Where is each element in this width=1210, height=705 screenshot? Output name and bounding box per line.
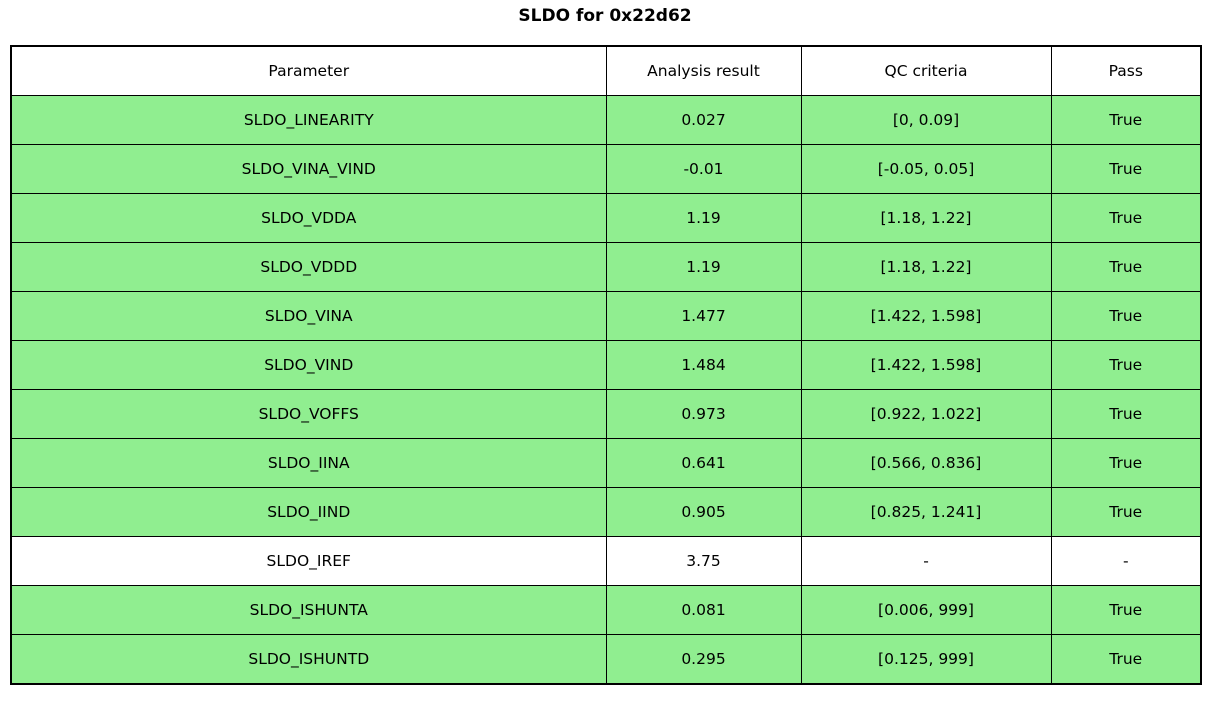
cell-parameter: SLDO_VINA	[10, 291, 607, 341]
cell-criteria: [0.922, 1.022]	[800, 389, 1052, 439]
cell-pass-status: True	[1050, 95, 1202, 145]
cell-pass-status: -	[1050, 536, 1202, 586]
cell-criteria: [0.006, 999]	[800, 585, 1052, 635]
cell-result: 0.295	[605, 634, 802, 685]
page-title: SLDO for 0x22d62	[518, 6, 692, 26]
column-header-analysis-result: Analysis result	[605, 45, 802, 96]
cell-parameter: SLDO_IIND	[10, 487, 607, 537]
cell-pass-status: True	[1050, 438, 1202, 488]
table-row: SLDO_LINEARITY 0.027 [0, 0.09] True	[10, 95, 1202, 145]
cell-pass-status: True	[1050, 487, 1202, 537]
table-row: SLDO_IINA 0.641 [0.566, 0.836] True	[10, 438, 1202, 488]
cell-pass-status: True	[1050, 291, 1202, 341]
table-row: SLDO_IIND 0.905 [0.825, 1.241] True	[10, 487, 1202, 537]
cell-result: 0.905	[605, 487, 802, 537]
cell-parameter: SLDO_IINA	[10, 438, 607, 488]
cell-criteria: [1.18, 1.22]	[800, 193, 1052, 243]
cell-parameter: SLDO_ISHUNTD	[10, 634, 607, 685]
table-row: SLDO_ISHUNTA 0.081 [0.006, 999] True	[10, 585, 1202, 635]
cell-result: 3.75	[605, 536, 802, 586]
cell-pass-status: True	[1050, 144, 1202, 194]
column-header-qc-criteria: QC criteria	[800, 45, 1052, 96]
table-row: SLDO_VINA_VIND -0.01 [-0.05, 0.05] True	[10, 144, 1202, 194]
table-row: SLDO_VDDA 1.19 [1.18, 1.22] True	[10, 193, 1202, 243]
cell-parameter: SLDO_VDDA	[10, 193, 607, 243]
cell-parameter: SLDO_VOFFS	[10, 389, 607, 439]
cell-parameter: SLDO_VIND	[10, 340, 607, 390]
cell-result: 1.19	[605, 193, 802, 243]
cell-pass-status: True	[1050, 340, 1202, 390]
cell-parameter: SLDO_ISHUNTA	[10, 585, 607, 635]
cell-parameter: SLDO_VINA_VIND	[10, 144, 607, 194]
table-row: SLDO_VINA 1.477 [1.422, 1.598] True	[10, 291, 1202, 341]
table-row: SLDO_VDDD 1.19 [1.18, 1.22] True	[10, 242, 1202, 292]
cell-pass-status: True	[1050, 242, 1202, 292]
cell-parameter: SLDO_LINEARITY	[10, 95, 607, 145]
table-row: SLDO_ISHUNTD 0.295 [0.125, 999] True	[10, 634, 1202, 685]
table-header-row: Parameter Analysis result QC criteria Pa…	[10, 45, 1202, 96]
cell-pass-status: True	[1050, 634, 1202, 685]
table-row: SLDO_IREF 3.75 - -	[10, 536, 1202, 586]
cell-result: 1.19	[605, 242, 802, 292]
cell-result: 1.484	[605, 340, 802, 390]
cell-criteria: [1.422, 1.598]	[800, 291, 1052, 341]
cell-result: 0.641	[605, 438, 802, 488]
cell-criteria: [1.422, 1.598]	[800, 340, 1052, 390]
cell-result: -0.01	[605, 144, 802, 194]
cell-parameter: SLDO_IREF	[10, 536, 607, 586]
table-row: SLDO_VIND 1.484 [1.422, 1.598] True	[10, 340, 1202, 390]
cell-result: 0.027	[605, 95, 802, 145]
cell-criteria: -	[800, 536, 1052, 586]
cell-criteria: [-0.05, 0.05]	[800, 144, 1052, 194]
cell-pass-status: True	[1050, 585, 1202, 635]
qc-results-table: Parameter Analysis result QC criteria Pa…	[10, 45, 1202, 685]
cell-criteria: [0, 0.09]	[800, 95, 1052, 145]
column-header-parameter: Parameter	[10, 45, 607, 96]
column-header-pass: Pass	[1050, 45, 1202, 96]
cell-criteria: [0.125, 999]	[800, 634, 1052, 685]
cell-result: 0.081	[605, 585, 802, 635]
cell-criteria: [0.825, 1.241]	[800, 487, 1052, 537]
cell-criteria: [1.18, 1.22]	[800, 242, 1052, 292]
cell-criteria: [0.566, 0.836]	[800, 438, 1052, 488]
cell-parameter: SLDO_VDDD	[10, 242, 607, 292]
table-row: SLDO_VOFFS 0.973 [0.922, 1.022] True	[10, 389, 1202, 439]
cell-pass-status: True	[1050, 389, 1202, 439]
cell-result: 1.477	[605, 291, 802, 341]
cell-result: 0.973	[605, 389, 802, 439]
cell-pass-status: True	[1050, 193, 1202, 243]
